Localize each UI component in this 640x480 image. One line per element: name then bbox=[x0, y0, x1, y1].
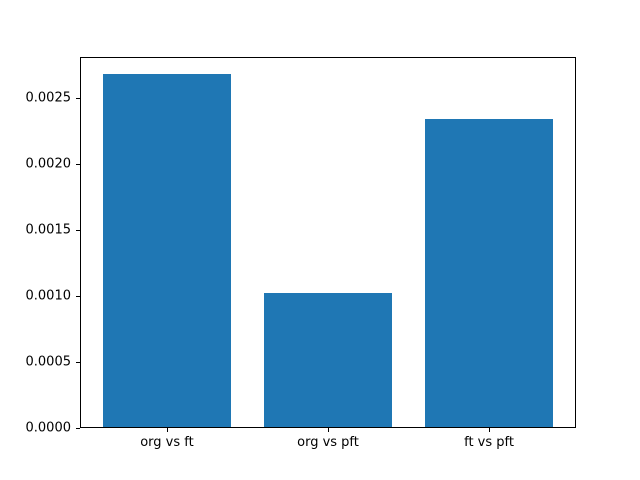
y-tick-label: 0.0010 bbox=[25, 288, 72, 304]
x-tick-mark bbox=[166, 428, 168, 432]
y-tick-mark bbox=[76, 428, 80, 429]
bar-org-vs-pft bbox=[263, 293, 393, 428]
y-tick-mark bbox=[76, 361, 80, 363]
y-tick-mark bbox=[76, 163, 80, 165]
y-tick-label: 0.0020 bbox=[25, 156, 72, 172]
y-tick-mark bbox=[76, 97, 80, 99]
y-tick-label: 0.0015 bbox=[25, 222, 72, 238]
x-tick-mark bbox=[489, 428, 491, 432]
plot-area bbox=[80, 57, 576, 428]
bar-ft-vs-pft bbox=[424, 119, 554, 428]
y-tick-label: 0.0005 bbox=[25, 354, 72, 370]
x-tick-label: ft vs pft bbox=[464, 435, 514, 450]
x-tick-label: org vs ft bbox=[140, 435, 194, 450]
x-tick-mark bbox=[328, 428, 329, 432]
y-tick-label: 0.0025 bbox=[25, 90, 72, 106]
bar-org-vs-ft bbox=[102, 74, 232, 428]
x-tick-label: org vs pft bbox=[297, 435, 359, 450]
y-tick-mark bbox=[76, 229, 80, 231]
y-tick-label: 0.0000 bbox=[25, 420, 72, 436]
y-tick-mark bbox=[76, 295, 80, 297]
